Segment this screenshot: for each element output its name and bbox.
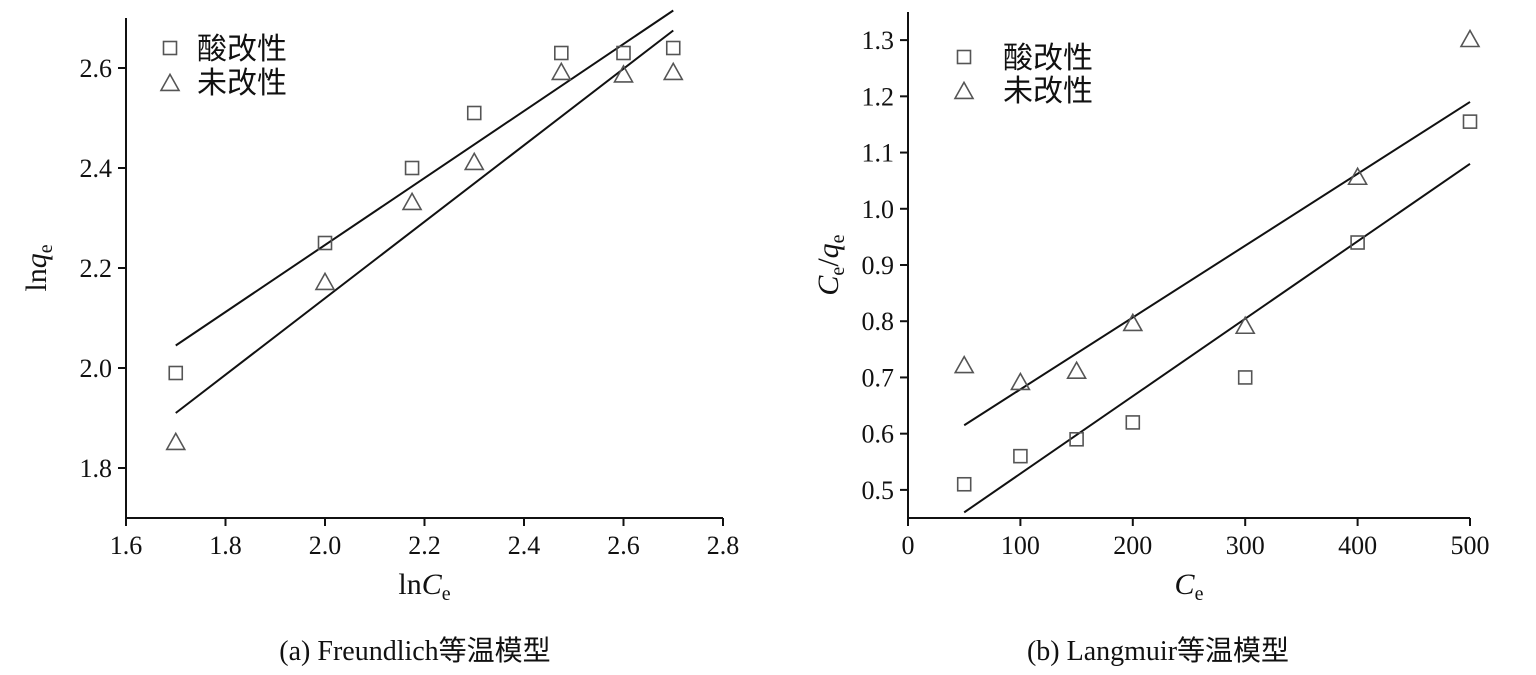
legend-label: 酸改性 [197,33,287,66]
data-point-acid-modified [1069,431,1084,447]
data-point-acid-modified [466,105,482,121]
y-tick-label: 1.0 [862,195,895,224]
y-tick-label: 0.5 [862,476,895,505]
y-tick-label: 1.2 [862,82,895,111]
y-tick-label: 2.6 [80,54,113,83]
data-point-unmodified [1066,360,1087,380]
y-axis-label: Ce/qe [812,234,849,295]
data-point-unmodified [1122,312,1144,332]
x-tick-label: 2.6 [607,531,640,560]
data-point-acid-modified [1013,448,1028,464]
data-point-unmodified [953,354,975,374]
y-axis-label: lnqe [20,244,57,291]
legend-marker-square [956,49,972,65]
x-axis-label: Ce [1175,568,1204,605]
data-point-unmodified [613,64,634,83]
x-tick-label: 1.8 [209,531,242,560]
data-point-acid-modified [554,45,569,61]
data-point-acid-modified [665,40,681,56]
data-point-acid-modified [168,365,184,381]
x-tick-label: 200 [1113,531,1152,560]
y-tick-label: 2.0 [80,354,113,383]
x-tick-label: 400 [1338,531,1377,560]
data-point-acid-modified [1237,370,1253,385]
y-tick-label: 1.1 [862,139,895,168]
data-point-unmodified [1347,166,1368,186]
data-point-unmodified [463,151,485,171]
data-point-unmodified [314,271,336,291]
y-tick-label: 1.8 [80,454,113,483]
data-point-acid-modified [404,160,420,176]
x-tick-label: 2.2 [408,531,441,560]
y-tick-label: 0.8 [862,307,895,336]
data-point-unmodified [1010,371,1031,391]
panel-caption: (a) Freundlich等温模型 [279,635,550,667]
data-point-acid-modified [1125,415,1141,430]
data-point-acid-modified [1350,235,1365,250]
legend-marker-square [162,40,178,56]
data-point-unmodified [662,61,684,81]
panel-caption: (b) Langmuir等温模型 [1027,635,1289,667]
fit-line-unmodified [175,29,674,414]
data-point-acid-modified [1462,114,1478,129]
legend-marker-triangle [953,80,975,100]
legend-marker-triangle [159,72,181,92]
data-point-unmodified [1234,315,1256,335]
data-point-acid-modified [317,235,333,251]
x-axis-label: lnCe [398,568,450,605]
x-tick-label: 0 [902,531,915,560]
legend-label: 未改性 [1003,75,1093,108]
data-point-acid-modified [616,45,631,61]
data-point-unmodified [550,61,572,81]
data-point-unmodified [165,431,187,451]
x-tick-label: 300 [1226,531,1265,560]
fit-line-unmodified [963,101,1471,427]
y-tick-label: 0.6 [862,420,895,449]
x-tick-label: 500 [1451,531,1490,560]
y-tick-label: 1.3 [862,26,895,55]
legend-label: 未改性 [197,67,287,100]
x-tick-label: 1.6 [110,531,143,560]
langmuir-panel: 0 100 200 300 400 500 0.5 0.6 0.7 0.8 0.9 1.0 1.1 1.2… [812,12,1490,667]
fit-line-acid-modified [175,9,674,347]
y-tick-label: 0.9 [862,251,895,280]
legend-label: 酸改性 [1003,42,1093,75]
data-point-acid-modified [956,476,972,492]
x-tick-label: 2.8 [707,531,740,560]
y-tick-label: 0.7 [862,363,895,392]
data-point-unmodified [401,191,423,211]
x-tick-label: 2.4 [508,531,541,560]
x-tick-label: 2.0 [309,531,342,560]
fit-line-acid-modified [963,162,1471,514]
y-tick-label: 2.2 [80,254,113,283]
x-tick-label: 100 [1001,531,1040,560]
data-point-unmodified [1459,28,1481,48]
freundlich-panel: 1.6 1.8 2.0 2.2 2.4 2.6 2.8 1.8 2.0 2.2 2.4 2.6 lnCe… [20,9,740,667]
y-tick-label: 2.4 [80,154,113,183]
